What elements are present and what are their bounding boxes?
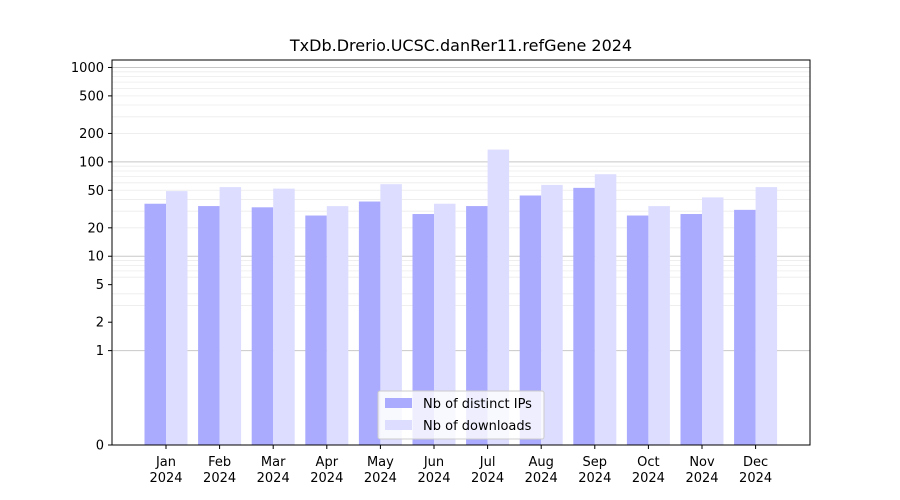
bar-downloads-may [380,184,402,445]
x-tick-label-year: 2024 [310,471,343,486]
y-tick-label: 1 [96,344,104,359]
x-tick-label-month: Jan [155,455,176,470]
bar-downloads-oct [648,206,670,445]
x-tick-label-month: Sep [583,455,608,470]
x-tick-label-year: 2024 [417,471,450,486]
x-tick-label-year: 2024 [525,471,558,486]
y-tick-label: 1000 [71,61,104,76]
x-tick-label-year: 2024 [739,471,772,486]
x-tick-label-year: 2024 [257,471,290,486]
x-tick-label-month: Jun [423,455,444,470]
legend-label-downloads: Nb of downloads [423,419,532,434]
bar-distinct-ips-jun [412,214,434,445]
legend-box [377,390,545,440]
x-tick-label-year: 2024 [203,471,236,486]
bar-distinct-ips-oct [626,215,649,445]
bar-downloads-mar [273,188,295,445]
bar-downloads-apr [326,206,349,445]
y-tick-label: 2 [96,316,104,331]
bar-downloads-dec [755,187,778,446]
bar-distinct-ips-jan [144,203,166,445]
x-tick-label-month: Dec [743,455,768,470]
bar-distinct-ips-jul [466,206,488,445]
y-tick-label: 5 [96,278,104,293]
x-tick-label-year: 2024 [149,471,182,486]
y-tick-label: 0 [96,439,104,454]
x-tick-label-year: 2024 [632,471,665,486]
y-tick-label: 50 [87,184,104,199]
legend-swatch-downloads [385,420,412,430]
y-tick-label: 200 [79,127,104,142]
x-tick-label-month: Nov [689,455,715,470]
chart-title: TxDb.Drerio.UCSC.danRer11.refGene 2024 [289,36,632,55]
y-tick-label: 100 [79,155,104,170]
y-tick-label: 500 [79,89,104,104]
x-tick-label-month: Feb [208,455,231,470]
bar-distinct-ips-sep [573,187,595,446]
legend-swatch-distinct-ips [385,398,412,408]
bar-downloads-jul [487,149,510,445]
x-tick-label-month: Jul [479,455,496,470]
y-axis: 0 1 2 5 10 20 50 100 200 500 1000 [71,61,112,454]
x-tick-label-month: Oct [637,455,659,470]
bar-distinct-ips-nov [680,214,702,445]
bar-downloads-jan [166,191,188,445]
x-tick-label-year: 2024 [578,471,611,486]
bar-downloads-aug [541,184,563,446]
bar-distinct-ips-aug [519,195,542,445]
plot-frame [111,59,811,446]
bars-layer [144,149,778,446]
bar-distinct-ips-apr [305,215,327,445]
bar-downloads-nov [702,197,724,445]
legend: Nb of distinct IPs Nb of downloads [377,390,545,440]
x-tick-label-month: May [367,455,394,470]
bar-distinct-ips-feb [198,206,220,445]
bar-distinct-ips-mar [251,207,274,445]
x-tick-label-year: 2024 [364,471,397,486]
x-tick-label-year: 2024 [471,471,504,486]
y-tick-label: 20 [87,221,104,236]
legend-label-distinct-ips: Nb of distinct IPs [423,397,532,412]
bar-downloads-feb [219,187,242,446]
x-tick-label-month: Mar [261,455,286,470]
x-tick-label-month: Apr [316,455,339,470]
bar-distinct-ips-dec [734,209,756,445]
x-axis: Jan2024Feb2024Mar2024Apr2024May2024Jun20… [149,445,772,486]
bar-downloads-sep [594,174,617,445]
bar-downloads-jun [434,203,456,445]
x-tick-label-month: Aug [529,455,554,470]
x-tick-label-year: 2024 [685,471,718,486]
bar-distinct-ips-may [358,201,381,445]
y-tick-label: 10 [87,250,104,265]
